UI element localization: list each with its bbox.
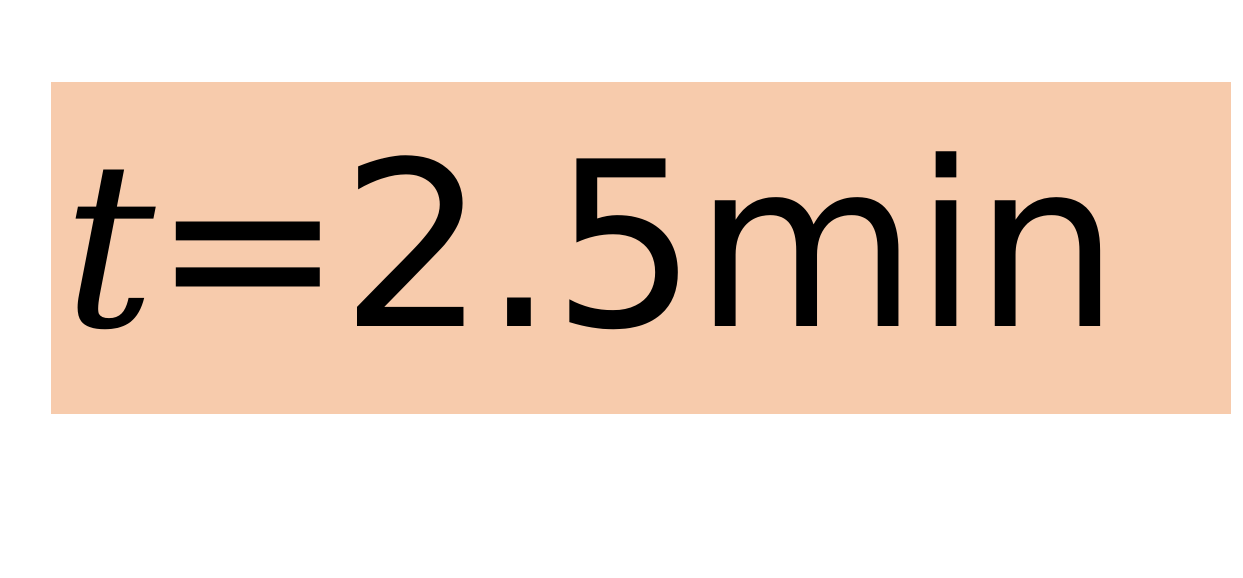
time-formula: t=2.5min — [63, 133, 1120, 363]
time-label-box: t=2.5min — [51, 82, 1231, 414]
equals-sign: = — [151, 114, 344, 381]
time-variable: t — [63, 114, 155, 381]
time-value: 2.5 — [340, 114, 698, 381]
time-unit: min — [693, 114, 1120, 381]
